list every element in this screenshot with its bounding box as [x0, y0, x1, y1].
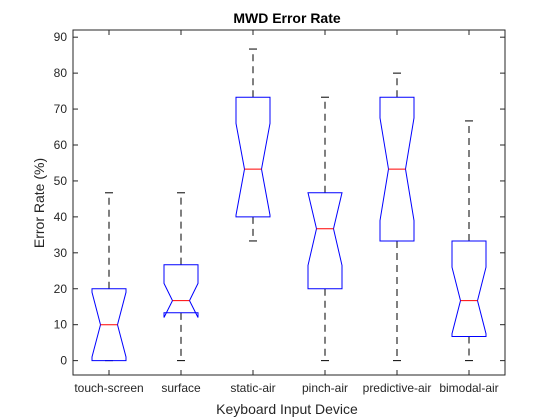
x-tick-label: touch-screen [74, 381, 143, 395]
y-tick-label: 10 [54, 318, 68, 332]
y-tick-label: 0 [60, 354, 67, 368]
plot-area: 0 10 20 30 40 50 60 70 80 90 touch-screen surface st… [54, 29, 506, 395]
x-tick-label: pinch-air [302, 381, 348, 395]
x-tick-label: predictive-air [363, 381, 432, 395]
y-tick-label: 90 [54, 30, 68, 44]
box [451, 240, 487, 337]
y-tick-label: 40 [54, 210, 68, 224]
x-tick-label: surface [161, 381, 201, 395]
y-tick-label: 30 [54, 246, 68, 260]
box [235, 96, 271, 218]
box [91, 288, 127, 362]
y-tick-label: 60 [54, 138, 68, 152]
y-tick-label: 80 [54, 66, 68, 80]
y-tick-label: 20 [54, 282, 68, 296]
x-tick-label: static-air [230, 381, 275, 395]
y-axis-label: Error Rate (%) [31, 158, 47, 248]
y-tick-label: 50 [54, 174, 68, 188]
x-axis-label: Keyboard Input Device [216, 401, 358, 417]
box [307, 192, 343, 290]
box [379, 96, 415, 242]
y-tick-label: 70 [54, 102, 68, 116]
chart-title: MWD Error Rate [233, 10, 341, 26]
x-tick-label: bimodal-air [439, 381, 498, 395]
plot-frame [72, 29, 506, 376]
box [163, 264, 199, 318]
